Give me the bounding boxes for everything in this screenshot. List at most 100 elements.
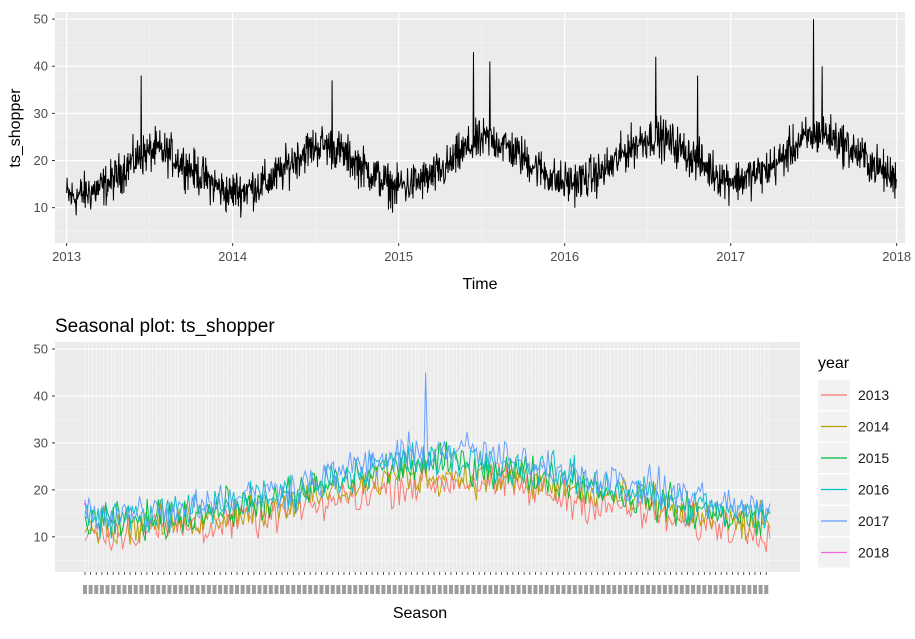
bottom-x-tick-label-glyph (634, 585, 639, 594)
bottom-x-tick-label-glyph (291, 585, 296, 594)
bottom-x-tick-label-glyph (167, 585, 172, 594)
bottom-x-tick-label-glyph (691, 585, 696, 594)
bottom-x-tick-label-glyph (544, 585, 549, 594)
bottom-x-tick-label-glyph (189, 585, 194, 594)
bottom-x-tick-label-glyph (679, 585, 684, 594)
bottom-x-tick-label-glyph (623, 585, 628, 594)
bottom-x-tick-label-glyph (516, 585, 521, 594)
bottom-x-tick-label-glyph (229, 585, 234, 594)
bottom-x-tick-label-glyph (150, 585, 155, 594)
top-y-tick-label: 30 (34, 106, 48, 121)
bottom-x-tick-label-glyph (764, 585, 769, 594)
bottom-x-tick-label-glyph (257, 585, 262, 594)
bottom-x-tick-label-glyph (325, 585, 330, 594)
bottom-x-tick-label-glyph (432, 585, 437, 594)
bottom-x-tick-label-glyph (99, 585, 104, 594)
bottom-x-tick-label-glyph (477, 585, 482, 594)
top-y-tick-labels: 10 20 30 40 50 (34, 12, 55, 215)
top-x-tick-label: 2017 (716, 249, 745, 264)
top-x-axis-title: Time (463, 276, 498, 293)
bottom-x-tick-label-glyph (122, 585, 127, 594)
top-series-line (66, 19, 898, 218)
legend-label-2015: 2015 (858, 450, 889, 466)
top-x-tick-label: 2018 (882, 249, 911, 264)
bottom-x-tick-label-glyph (201, 585, 206, 594)
bottom-x-tick-label-glyph (550, 585, 555, 594)
top-y-tick-label: 10 (34, 200, 48, 215)
bottom-x-tick-label-glyph (629, 585, 634, 594)
bottom-x-tick-label-glyph (398, 585, 403, 594)
bottom-x-tick-label-glyph (133, 585, 138, 594)
bottom-x-tick-label-glyph (719, 585, 724, 594)
top-y-tick-label: 40 (34, 59, 48, 74)
legend-label-2013: 2013 (858, 387, 889, 403)
bottom-x-axis-title: Season (393, 605, 447, 622)
bottom-x-tick-label-glyph (330, 585, 335, 594)
bottom-x-tick-label-glyph (527, 585, 532, 594)
bottom-x-tick-label-glyph (448, 585, 453, 594)
top-x-tick-label: 2013 (52, 249, 81, 264)
bottom-x-tick-label-glyph (606, 585, 611, 594)
series-2018-line (83, 502, 87, 506)
bottom-x-tick-label-glyph (161, 585, 166, 594)
bottom-x-tick-label-glyph (505, 585, 510, 594)
bottom-y-tick-label: 10 (34, 529, 48, 544)
bottom-x-tick-label-glyph (595, 585, 600, 594)
top-x-tick-label: 2016 (550, 249, 579, 264)
bottom-x-tick-label-glyph (105, 585, 110, 594)
bottom-x-tick-label-glyph (657, 585, 662, 594)
bottom-x-tick-label-glyph (116, 585, 121, 594)
bottom-x-tick-label-glyph (280, 585, 285, 594)
bottom-x-tick-label-glyph (702, 585, 707, 594)
top-y-axis-title: ts_shopper (7, 88, 24, 168)
bottom-x-tick-label-glyph (94, 585, 99, 594)
bottom-x-tick-label-glyph (347, 585, 352, 594)
legend-label-2018: 2018 (858, 545, 889, 561)
bottom-x-tick-label-glyph (296, 585, 301, 594)
bottom-x-tick-label-glyph (674, 585, 679, 594)
top-x-tick-labels: 2013 2014 2015 2016 2017 2018 (52, 243, 911, 264)
bottom-x-tick-label-glyph (572, 585, 577, 594)
top-y-tick-label: 50 (34, 12, 48, 27)
bottom-x-tick-label-glyph (730, 585, 735, 594)
bottom-x-tick-label-glyph (375, 585, 380, 594)
bottom-x-tick-label-glyph (555, 585, 560, 594)
bottom-x-tick-label-glyph (696, 585, 701, 594)
bottom-x-tick-label-glyph (83, 585, 87, 594)
bottom-x-tick-label-glyph (263, 585, 268, 594)
bottom-x-tick-label-glyph (111, 585, 116, 594)
bottom-x-tick-label-glyph (139, 585, 144, 594)
bottom-x-tick-label-glyph (415, 585, 420, 594)
bottom-x-tick-label-glyph (381, 585, 386, 594)
bottom-x-tick-label-glyph (747, 585, 752, 594)
bottom-x-tick-label-glyph (437, 585, 442, 594)
bottom-y-tick-label: 20 (34, 482, 48, 497)
bottom-x-tick-label-glyph (403, 585, 408, 594)
bottom-x-tick-label-glyph (173, 585, 178, 594)
bottom-x-tick-label-glyph (420, 585, 425, 594)
bottom-x-tick-label-glyph (465, 585, 470, 594)
bottom-x-tick-label-glyph (178, 585, 183, 594)
bottom-x-tick-label-glyph (758, 585, 763, 594)
bottom-x-tick-label-glyph (685, 585, 690, 594)
bottom-x-tick-label-glyph (128, 585, 133, 594)
bottom-x-tick-label-glyph (268, 585, 273, 594)
bottom-x-tick-label-glyph (567, 585, 572, 594)
shopper-series-line (66, 19, 898, 218)
bottom-x-tick-label-glyph (561, 585, 566, 594)
bottom-y-tick-label: 50 (34, 342, 48, 357)
bottom-series-lines (83, 372, 771, 553)
bottom-x-tick-label-glyph (646, 585, 651, 594)
bottom-x-tick-label-glyph (510, 585, 515, 594)
bottom-x-tick-label-glyph (341, 585, 346, 594)
bottom-x-tick-label-glyph (184, 585, 189, 594)
bottom-x-tick-label-glyph (246, 585, 251, 594)
bottom-x-tick-label-glyph (668, 585, 673, 594)
bottom-x-tick-label-glyph (460, 585, 465, 594)
bottom-x-tick-label-glyph (752, 585, 757, 594)
bottom-x-tick-label-glyph (454, 585, 459, 594)
top-y-tick-label: 20 (34, 153, 48, 168)
bottom-x-tick-label-glyph (313, 585, 318, 594)
bottom-x-tick-label-glyph (736, 585, 741, 594)
top-x-tick-label: 2015 (384, 249, 413, 264)
